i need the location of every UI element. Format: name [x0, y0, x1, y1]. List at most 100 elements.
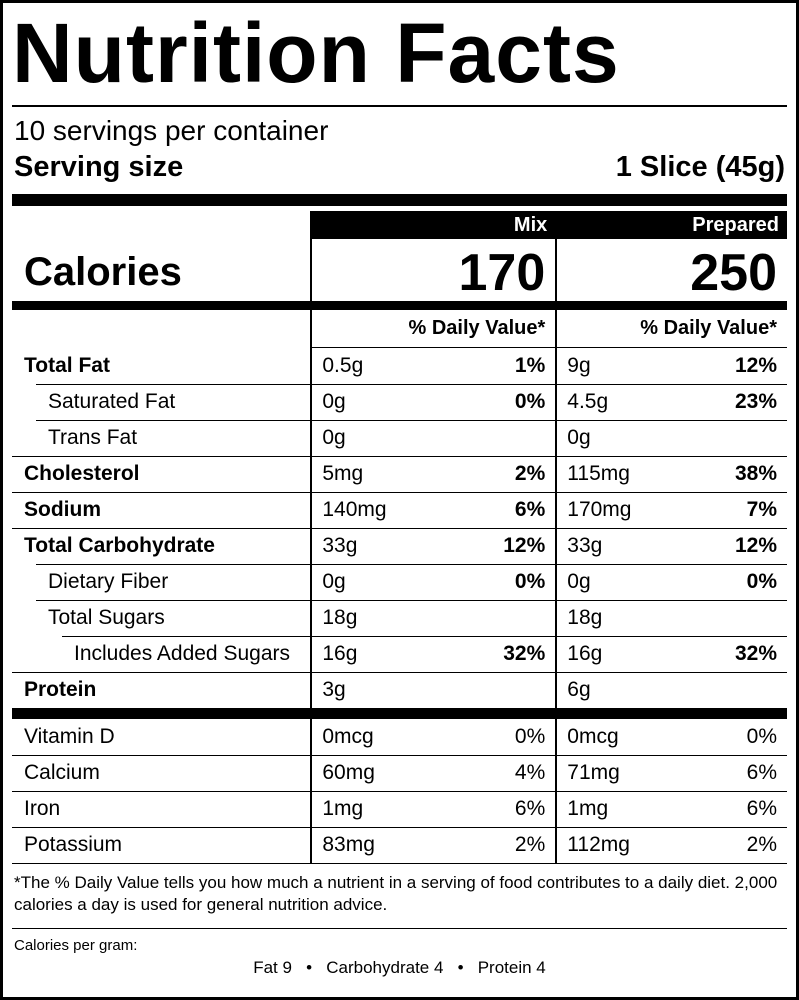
label-title: Nutrition Facts — [12, 6, 620, 100]
mix-daily-value: 2% — [514, 461, 546, 485]
prepared-daily-value: 23% — [734, 389, 777, 413]
mix-amount: 83mg — [322, 832, 375, 856]
mix-amount: 33g — [322, 533, 358, 557]
nutrient-row: Trans Fat 0g 0g — [12, 419, 787, 456]
nutrient-name: Calcium — [24, 760, 100, 784]
prepared-amount: 33g — [567, 533, 603, 557]
micronutrient-row: Calcium 60mg 4% 71mg 6% — [12, 754, 787, 791]
nutrient-name: Trans Fat — [48, 425, 138, 449]
prepared-daily-value: 32% — [734, 641, 777, 665]
micronutrient-row: Vitamin D 0mcg 0% 0mcg 0% — [12, 718, 787, 755]
nutrient-name: Cholesterol — [24, 461, 140, 485]
mix-daily-value: 1% — [514, 353, 546, 377]
thick-divider — [12, 707, 787, 719]
nutrient-name: Includes Added Sugars — [74, 641, 290, 665]
prepared-daily-value: 12% — [734, 353, 777, 377]
mix-daily-value: 12% — [503, 533, 546, 557]
prepared-amount: 115mg — [567, 461, 630, 485]
prepared-daily-value-header: % Daily Value* — [555, 309, 787, 348]
calories-per-gram-label: Calories per gram: — [14, 936, 138, 954]
nutrient-row: Includes Added Sugars 16g 32% 16g 32% — [12, 635, 787, 672]
mix-daily-value: 32% — [503, 641, 546, 665]
mix-daily-value: 0% — [514, 569, 546, 593]
nutrient-row: Total Fat 0.5g 1% 9g 12% — [12, 347, 787, 384]
mix-amount: 140mg — [322, 497, 387, 521]
nutrient-name: Total Carbohydrate — [24, 533, 215, 557]
nutrient-row: Dietary Fiber 0g 0% 0g 0% — [12, 563, 787, 600]
prepared-amount: 9g — [567, 353, 591, 377]
prepared-header-cell: Prepared — [555, 210, 787, 239]
micronutrient-row: Potassium 83mg 2% 112mg 2% — [12, 826, 787, 863]
prepared-daily-value: 38% — [734, 461, 777, 485]
nutrient-name: Vitamin D — [24, 724, 115, 748]
calories-prepared-value: 250 — [555, 238, 787, 310]
divider — [12, 104, 787, 107]
prepared-amount: 0g — [567, 569, 591, 593]
daily-value-header-row: % Daily Value* % Daily Value* — [12, 309, 787, 348]
prepared-amount: 16g — [567, 641, 603, 665]
nutrition-table: Mix Prepared Calories 170 250 % Daily Va… — [12, 210, 787, 863]
prepared-amount: 18g — [567, 605, 603, 629]
mix-amount: 60mg — [322, 760, 375, 784]
nutrient-name: Sodium — [24, 497, 101, 521]
prepared-daily-value: 6% — [746, 796, 777, 820]
mix-daily-value: 6% — [514, 497, 546, 521]
thick-divider — [12, 193, 787, 206]
prepared-amount: 71mg — [567, 760, 620, 784]
prepared-amount: 6g — [567, 677, 591, 701]
nutrient-name: Dietary Fiber — [48, 569, 169, 593]
prepared-amount: 0mcg — [567, 724, 619, 748]
micronutrient-row: Iron 1mg 6% 1mg 6% — [12, 790, 787, 827]
mix-amount: 0g — [322, 569, 346, 593]
mix-daily-value: 6% — [514, 796, 546, 820]
nutrient-row: Sodium 140mg 6% 170mg 7% — [12, 491, 787, 528]
mix-amount: 0g — [322, 425, 346, 449]
calories-per-gram-values: Fat 9 • Carbohydrate 4 • Protein 4 — [253, 957, 546, 977]
empty-cell — [12, 310, 310, 348]
nutrient-name: Iron — [24, 796, 61, 820]
mix-daily-value: 4% — [514, 760, 546, 784]
nutrient-name: Total Fat — [24, 353, 110, 377]
daily-value-footnote: *The % Daily Value tells you how much a … — [12, 862, 787, 924]
calories-mix-value: 170 — [310, 238, 556, 310]
mix-daily-value-header: % Daily Value* — [310, 309, 556, 348]
prepared-daily-value: 12% — [734, 533, 777, 557]
nutrient-name: Potassium — [24, 832, 123, 856]
calories-label: Calories — [12, 239, 311, 310]
serving-size-value: 1 Slice (45g) — [615, 150, 785, 183]
prepared-amount: 1mg — [567, 796, 609, 820]
nutrient-row: Total Sugars 18g 18g — [12, 599, 787, 636]
mix-amount: 0.5g — [322, 353, 364, 377]
nutrient-name: Total Sugars — [48, 605, 165, 629]
prepared-daily-value: 6% — [746, 760, 777, 784]
prepared-amount: 0g — [567, 425, 591, 449]
mix-daily-value: 0% — [514, 724, 546, 748]
mix-amount: 1mg — [322, 796, 364, 820]
mix-daily-value: 2% — [514, 832, 546, 856]
nutrient-row: Saturated Fat 0g 0% 4.5g 23% — [12, 383, 787, 420]
mix-daily-value: 0% — [514, 389, 546, 413]
mix-amount: 0mcg — [322, 724, 374, 748]
servings-per-container: 10 servings per container — [14, 114, 329, 146]
column-header-row: Mix Prepared — [12, 210, 787, 239]
prepared-amount: 170mg — [567, 497, 632, 521]
prepared-daily-value: 2% — [746, 832, 777, 856]
nutrient-row: Cholesterol 5mg 2% 115mg 38% — [12, 455, 787, 492]
serving-size-label: Serving size — [14, 150, 184, 183]
nutrient-row: Protein 3g 6g — [12, 671, 787, 708]
empty-cell — [12, 211, 310, 239]
prepared-daily-value: 7% — [746, 497, 777, 521]
mix-amount: 0g — [322, 389, 346, 413]
calories-row: Calories 170 250 — [12, 238, 787, 310]
mix-amount: 16g — [322, 641, 358, 665]
serving-size-row: Serving size 1 Slice (45g) — [12, 149, 787, 194]
prepared-daily-value: 0% — [746, 724, 777, 748]
mix-amount: 3g — [322, 677, 346, 701]
prepared-daily-value: 0% — [746, 569, 777, 593]
mix-column-header: Mix — [312, 210, 556, 239]
mix-amount: 5mg — [322, 461, 364, 485]
prepared-column-header: Prepared — [557, 210, 787, 239]
prepared-amount: 4.5g — [567, 389, 609, 413]
nutrient-name: Saturated Fat — [48, 389, 176, 413]
calories-per-gram-section: Calories per gram: Fat 9 • Carbohydrate … — [12, 927, 787, 982]
